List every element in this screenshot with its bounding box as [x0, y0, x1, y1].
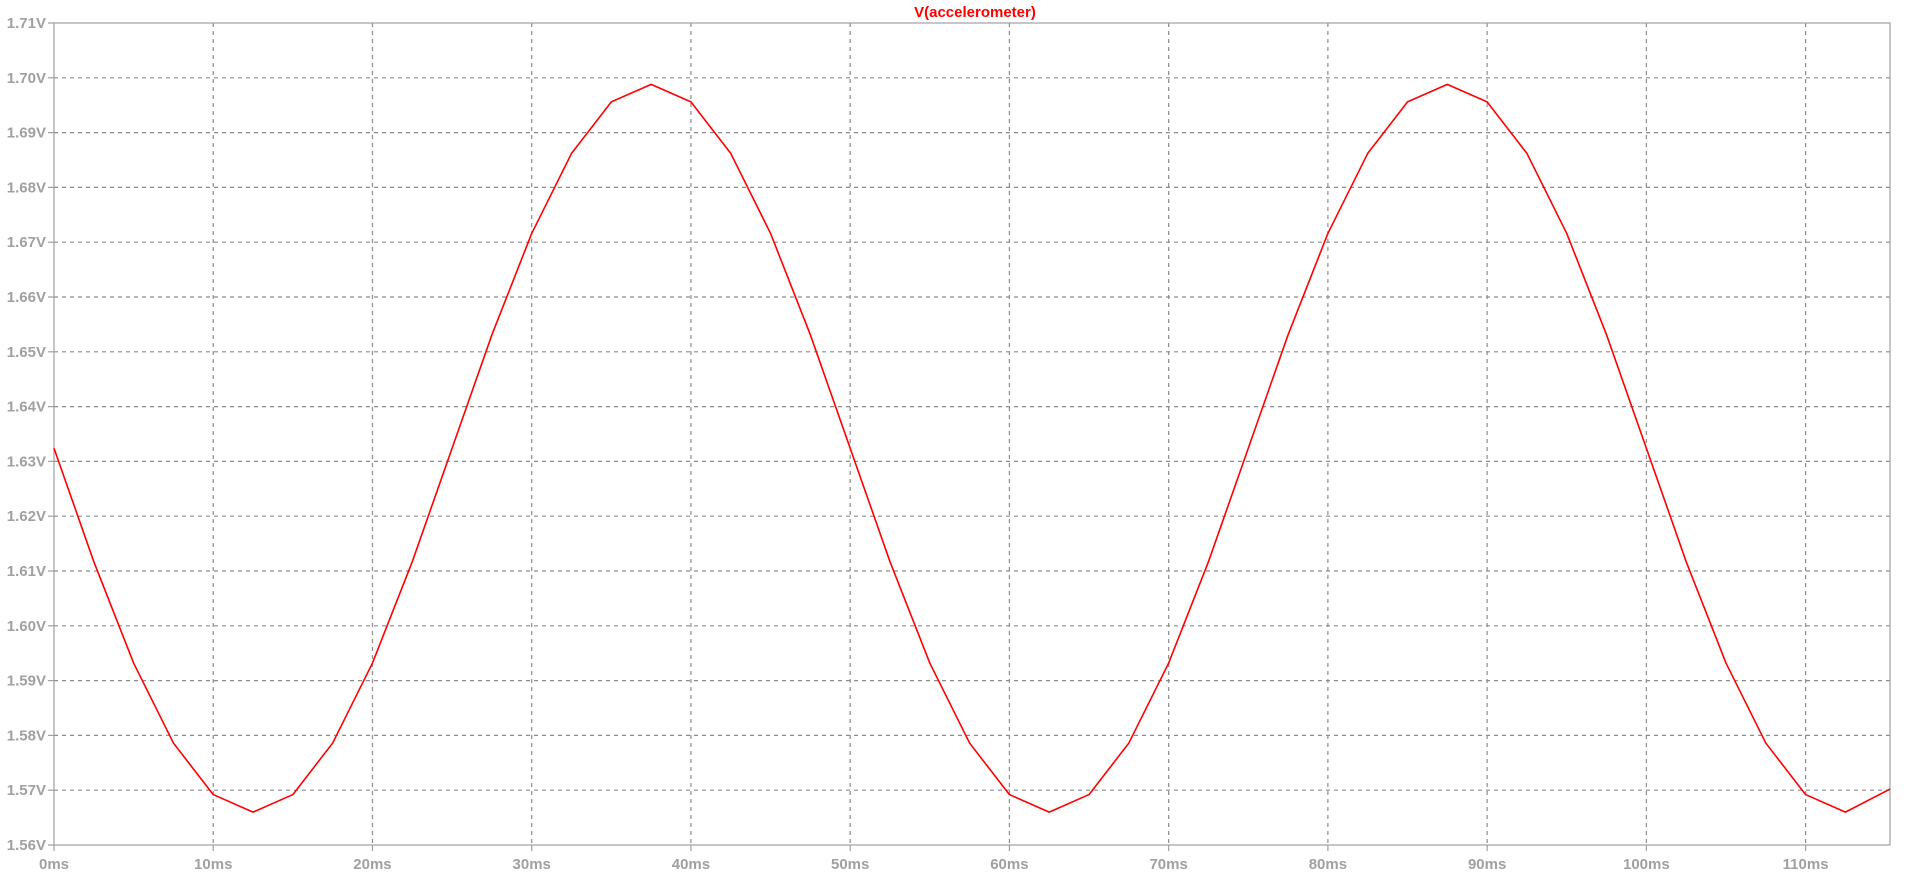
y-tick-label: 1.66V	[7, 289, 46, 306]
series-layer	[53, 83, 1891, 813]
y-tick-label: 1.69V	[7, 125, 46, 142]
x-tick-label: 40ms	[672, 856, 710, 873]
x-tick-label: 0ms	[39, 856, 69, 873]
y-tick-label: 1.56V	[7, 837, 46, 854]
x-tick-label: 90ms	[1468, 856, 1506, 873]
y-tick-label: 1.65V	[7, 344, 46, 361]
y-tick-label: 1.64V	[7, 399, 46, 416]
x-tick-label: 10ms	[194, 856, 232, 873]
grid-lines	[54, 23, 1890, 845]
x-axis-ticks: 0ms 10ms 20ms 30ms 40ms 50ms 60ms 70ms 80ms 90ms 1…	[39, 845, 1829, 873]
x-tick-label: 20ms	[353, 856, 391, 873]
y-tick-label: 1.68V	[7, 179, 46, 196]
y-tick-label: 1.70V	[7, 70, 46, 87]
y-tick-label: 1.67V	[7, 234, 46, 251]
y-tick-label: 1.71V	[7, 15, 46, 32]
x-tick-label: 100ms	[1623, 856, 1670, 873]
y-tick-label: 1.58V	[7, 727, 46, 744]
x-tick-label: 110ms	[1783, 856, 1829, 873]
y-tick-label: 1.59V	[7, 673, 46, 690]
x-tick-label: 30ms	[513, 856, 551, 873]
x-tick-label: 80ms	[1309, 856, 1347, 873]
series-line[interactable]	[53, 83, 1891, 813]
y-tick-label: 1.57V	[7, 782, 46, 799]
plot-frame	[53, 22, 1891, 846]
y-tick-label: 1.60V	[7, 618, 46, 635]
y-tick-label: 1.61V	[7, 563, 46, 580]
x-tick-label: 70ms	[1149, 856, 1187, 873]
y-tick-label: 1.62V	[7, 508, 46, 525]
y-axis-ticks: 1.56V 1.57V 1.58V 1.59V 1.60V 1.61V 1.62V 1.63V…	[7, 15, 54, 854]
x-tick-label: 50ms	[831, 856, 869, 873]
x-tick-label: 60ms	[990, 856, 1028, 873]
y-tick-label: 1.63V	[7, 453, 46, 470]
chart-title[interactable]: V(accelerometer)	[914, 4, 1036, 21]
